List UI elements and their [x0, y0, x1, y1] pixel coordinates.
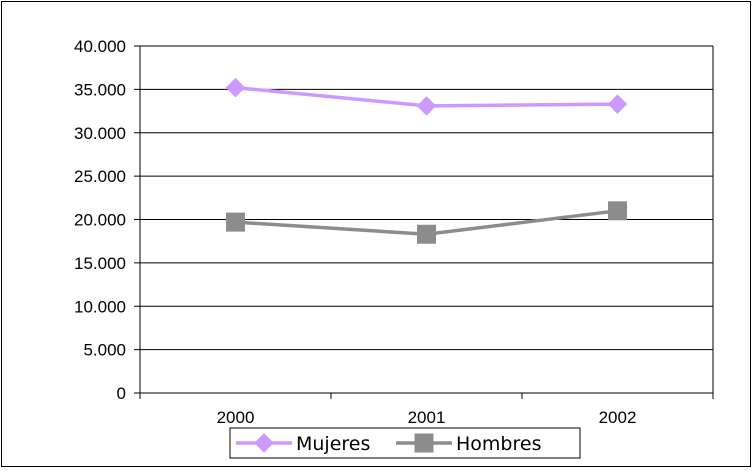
y-tick-label: 35.000: [74, 80, 126, 99]
data-point-mujeres: [225, 77, 246, 98]
y-tick-label: 10.000: [74, 297, 126, 316]
y-tick-label: 0: [117, 384, 126, 403]
y-tick-label: 15.000: [74, 254, 126, 273]
legend-marker-mujeres: [254, 433, 274, 453]
x-tick-label: 2001: [408, 408, 446, 427]
data-point-hombres: [608, 201, 627, 221]
y-tick-label: 20.000: [74, 211, 126, 230]
legend-label-mujeres: Mujeres: [296, 433, 370, 455]
data-point-hombres: [226, 212, 245, 232]
data-point-hombres: [417, 224, 436, 244]
legend-marker-hombres: [414, 433, 434, 453]
y-tick-label: 25.000: [74, 167, 126, 186]
y-tick-label: 30.000: [74, 124, 126, 143]
data-point-mujeres: [607, 94, 628, 114]
data-point-mujeres: [416, 96, 437, 116]
x-tick-label: 2002: [599, 408, 637, 427]
legend-label-hombres: Hombres: [456, 433, 541, 455]
x-tick-label: 2000: [217, 408, 255, 427]
y-tick-label: 40.000: [74, 37, 126, 56]
y-tick-label: 5.000: [83, 341, 126, 360]
